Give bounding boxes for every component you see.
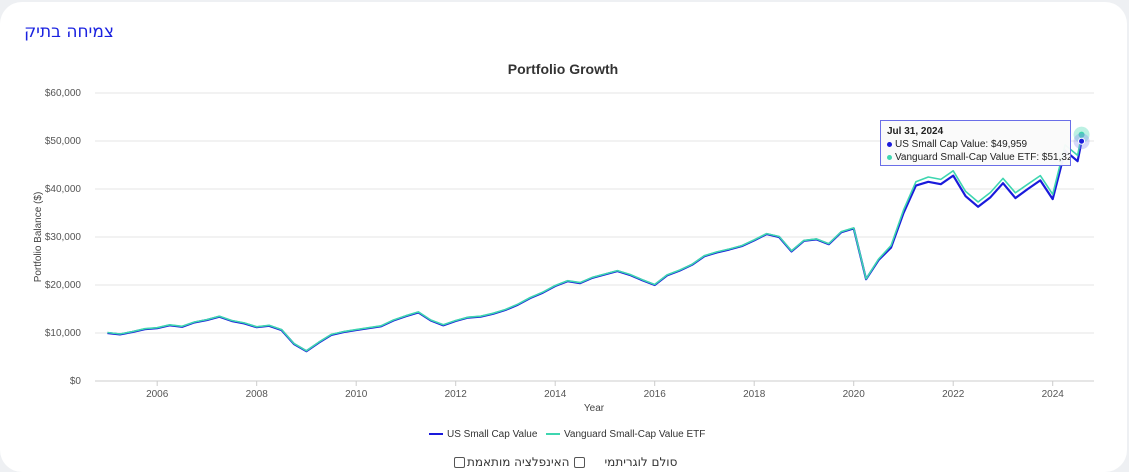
series-lines bbox=[107, 134, 1083, 353]
section-title: צמיחה בתיק bbox=[24, 22, 114, 42]
y-tick-label: $10,000 bbox=[45, 328, 82, 339]
x-tick-label: 2020 bbox=[843, 389, 866, 400]
tooltip-line-1: US Small Cap Value: $49,959 bbox=[895, 139, 1028, 150]
x-tick-label: 2008 bbox=[246, 389, 269, 400]
legend-item-vanguard-small-cap-value-etf[interactable]: Vanguard Small-Cap Value ETF bbox=[546, 429, 705, 440]
tooltip-row-vanguard: Vanguard Small-Cap Value ETF: $51,321 bbox=[887, 151, 1070, 164]
y-axis-tick-labels: $0 $10,000 $20,000 $30,000 $40,000 $50,000 $60… bbox=[45, 88, 82, 387]
y-tick-label: $60,000 bbox=[45, 88, 82, 99]
tooltip-dot-icon bbox=[887, 141, 892, 147]
chart-tooltip: Jul 31, 2024 US Small Cap Value: $49,959… bbox=[880, 120, 1071, 166]
y-axis-title: Portfolio Balance ($) bbox=[33, 192, 44, 283]
gridlines bbox=[95, 92, 1094, 334]
inflation-adjusted-label: האינפלציה מותאמת bbox=[467, 455, 570, 469]
x-tick-label: 2014 bbox=[544, 389, 567, 400]
tooltip-dot-icon bbox=[887, 154, 892, 160]
tooltip-date: Jul 31, 2024 bbox=[887, 126, 944, 137]
x-tick-label: 2018 bbox=[743, 389, 766, 400]
y-tick-label: $40,000 bbox=[45, 184, 82, 195]
series-line-vanguard-small-cap-value-etf bbox=[107, 134, 1083, 352]
log-scale-label: סולם לוגריתמי bbox=[604, 455, 678, 469]
legend-label-us-small-cap-value: US Small Cap Value bbox=[447, 429, 538, 440]
legend-item-us-small-cap-value[interactable]: US Small Cap Value bbox=[429, 429, 538, 440]
series-line-us-small-cap-value bbox=[107, 140, 1083, 353]
legend-label-vanguard-small-cap-value-etf: Vanguard Small-Cap Value ETF bbox=[564, 429, 705, 440]
hover-point-vanguard bbox=[1078, 131, 1085, 138]
legend: US Small Cap Value Vanguard Small-Cap Va… bbox=[429, 429, 705, 440]
hover-point-us-small-cap bbox=[1078, 137, 1086, 145]
x-tick-label: 2022 bbox=[942, 389, 965, 400]
tooltip-line-2: Vanguard Small-Cap Value ETF: $51,321 bbox=[895, 152, 1071, 163]
x-tick-label: 2012 bbox=[445, 389, 468, 400]
y-tick-label: $0 bbox=[70, 376, 82, 387]
chart-options: האינפלציה מותאמת סולם לוגריתמי bbox=[452, 454, 679, 470]
y-tick-label: $50,000 bbox=[45, 136, 82, 147]
x-tick-label: 2006 bbox=[146, 389, 169, 400]
y-tick-label: $20,000 bbox=[45, 280, 82, 291]
chart-title: Portfolio Growth bbox=[508, 61, 618, 77]
x-axis-title: Year bbox=[584, 403, 605, 414]
y-tick-label: $30,000 bbox=[45, 232, 82, 243]
x-axis-tick-labels: 2006 2008 2010 2012 2014 2016 2018 2020 2022 2024 bbox=[146, 381, 1064, 400]
x-tick-label: 2024 bbox=[1042, 389, 1065, 400]
tooltip-row-us-small-cap-value: US Small Cap Value: $49,959 bbox=[887, 138, 1064, 151]
x-tick-label: 2010 bbox=[345, 389, 368, 400]
hover-markers bbox=[1073, 126, 1090, 150]
x-tick-label: 2016 bbox=[644, 389, 667, 400]
